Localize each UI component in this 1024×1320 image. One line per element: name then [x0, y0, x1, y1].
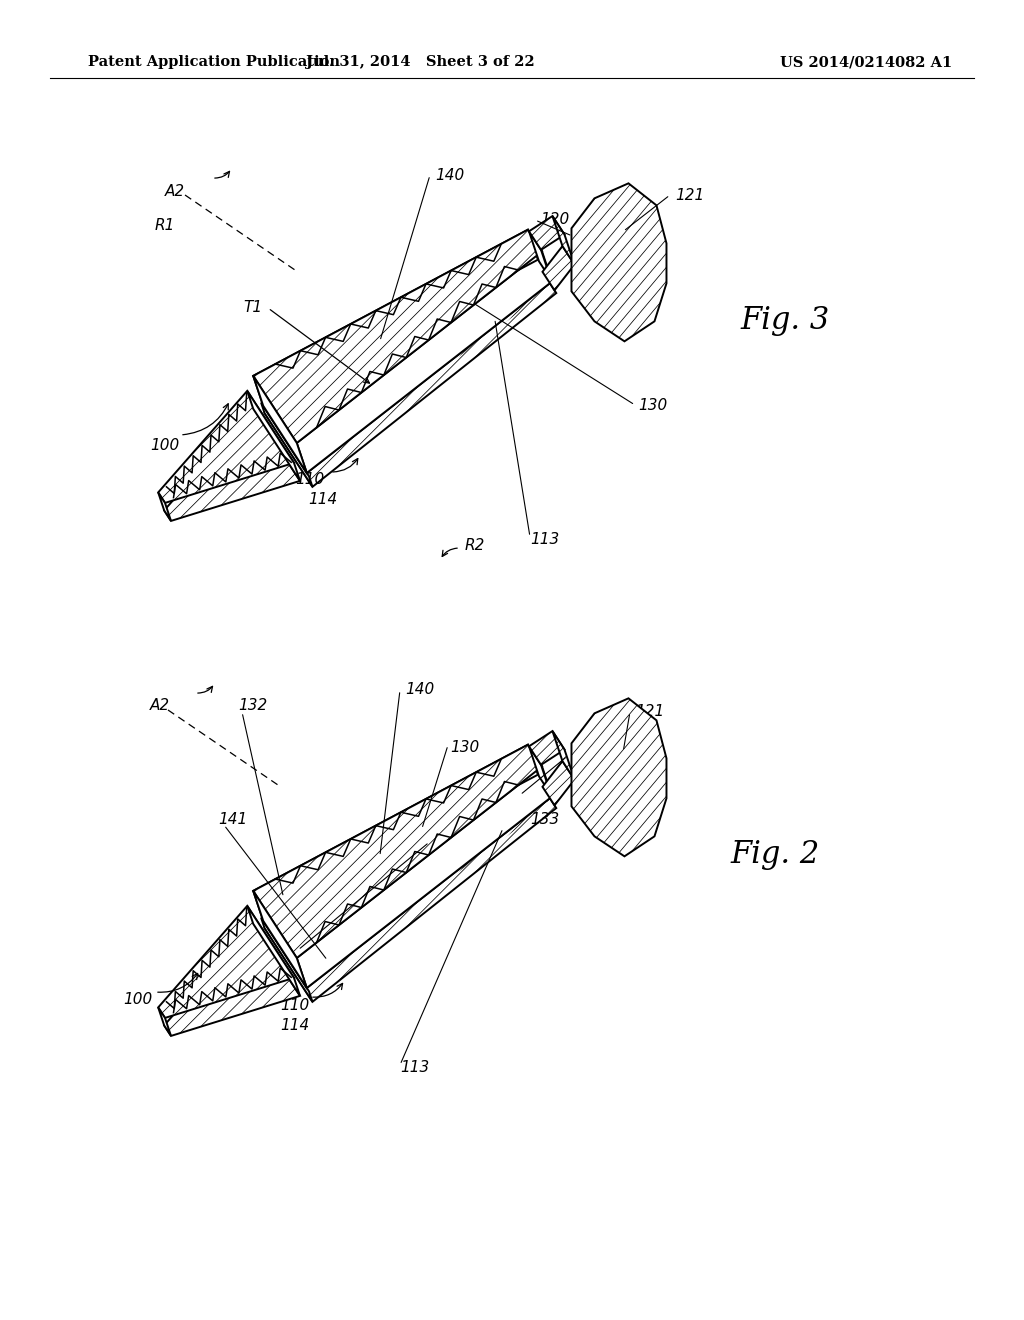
Polygon shape: [543, 762, 574, 805]
Polygon shape: [253, 891, 307, 987]
Polygon shape: [158, 492, 171, 521]
Text: 100: 100: [151, 437, 179, 453]
Polygon shape: [297, 252, 552, 473]
Polygon shape: [263, 775, 552, 987]
Polygon shape: [543, 246, 574, 290]
Polygon shape: [264, 784, 556, 1002]
Text: 113: 113: [400, 1060, 429, 1076]
Text: 140: 140: [435, 168, 464, 182]
Text: 130: 130: [638, 397, 668, 412]
Polygon shape: [158, 906, 294, 1018]
Text: T1: T1: [243, 301, 262, 315]
Polygon shape: [297, 767, 552, 987]
Polygon shape: [263, 260, 552, 473]
Text: 120: 120: [522, 791, 551, 805]
Polygon shape: [261, 403, 312, 487]
Polygon shape: [571, 183, 667, 342]
Text: 141: 141: [218, 813, 247, 828]
Text: 131: 131: [298, 945, 328, 961]
Text: Fig. 3: Fig. 3: [740, 305, 829, 335]
Text: R2: R2: [465, 537, 485, 553]
Polygon shape: [571, 698, 667, 857]
Polygon shape: [247, 906, 300, 995]
Polygon shape: [253, 230, 538, 405]
Text: 110: 110: [295, 473, 325, 487]
Text: 110: 110: [281, 998, 309, 1012]
Polygon shape: [158, 391, 294, 503]
Polygon shape: [529, 216, 564, 249]
Text: 132: 132: [238, 697, 267, 713]
Text: 114: 114: [308, 492, 338, 507]
Text: 114: 114: [281, 1018, 309, 1032]
Text: 113: 113: [530, 532, 559, 548]
Text: Patent Application Publication: Patent Application Publication: [88, 55, 340, 69]
Text: 140: 140: [406, 682, 434, 697]
Polygon shape: [529, 731, 564, 764]
Polygon shape: [261, 917, 312, 1002]
Text: 120: 120: [540, 213, 569, 227]
Polygon shape: [253, 376, 307, 473]
Polygon shape: [264, 269, 556, 487]
Text: 130: 130: [450, 741, 479, 755]
Polygon shape: [553, 216, 574, 264]
Text: R1: R1: [155, 218, 175, 232]
Text: 121: 121: [675, 187, 705, 202]
Polygon shape: [158, 1007, 171, 1036]
Polygon shape: [164, 409, 300, 521]
Polygon shape: [285, 788, 560, 981]
Polygon shape: [247, 391, 300, 480]
Text: Fig. 2: Fig. 2: [730, 840, 819, 870]
Polygon shape: [253, 230, 542, 444]
Polygon shape: [529, 746, 551, 795]
Polygon shape: [285, 273, 560, 466]
Text: A2: A2: [165, 185, 185, 199]
Polygon shape: [253, 744, 538, 921]
Polygon shape: [553, 731, 574, 780]
Polygon shape: [529, 231, 551, 280]
Polygon shape: [253, 744, 542, 958]
Text: Jul. 31, 2014   Sheet 3 of 22: Jul. 31, 2014 Sheet 3 of 22: [305, 55, 535, 69]
Text: A2: A2: [150, 697, 170, 713]
Text: 133: 133: [530, 813, 559, 828]
Text: 100: 100: [123, 993, 153, 1007]
Text: US 2014/0214082 A1: US 2014/0214082 A1: [780, 55, 952, 69]
Text: 121: 121: [635, 705, 665, 719]
Polygon shape: [164, 924, 300, 1036]
